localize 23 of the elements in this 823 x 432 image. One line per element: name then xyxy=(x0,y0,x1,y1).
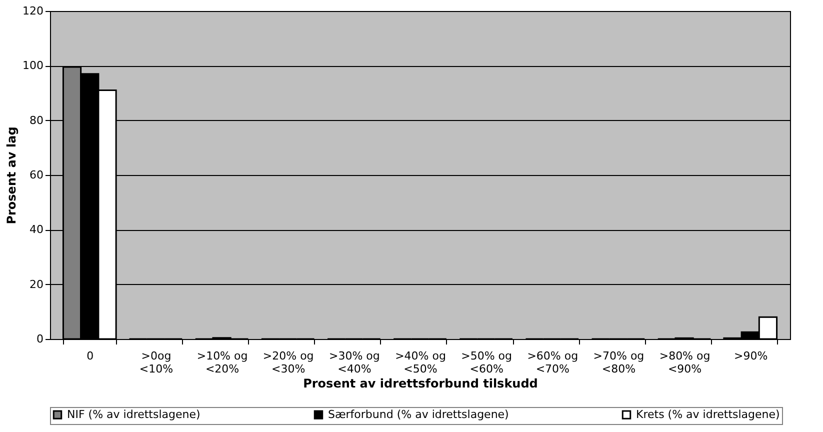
y-tick-label: 100 xyxy=(22,59,44,72)
y-axis-title: Prosent av lag xyxy=(4,126,19,224)
y-tick-label: 80 xyxy=(30,114,44,127)
y-tick-label: 20 xyxy=(30,278,44,291)
y-tick-label: 120 xyxy=(22,4,44,18)
x-tick-label: >0og <10% xyxy=(139,350,174,376)
legend-label: NIF (% av idrettslagene) xyxy=(67,408,200,421)
x-tick-label: >80% og <90% xyxy=(659,350,710,376)
y-tick-label: 0 xyxy=(36,332,44,346)
legend-label: Særforbund (% av idrettslagene) xyxy=(328,408,509,421)
x-tick-label: >90% xyxy=(734,350,768,362)
x-tick-label: >40% og <50% xyxy=(395,350,446,376)
x-axis-title: Prosent av idrettsforbund tilskudd xyxy=(303,376,538,390)
x-tick-label: >60% og <70% xyxy=(527,350,578,376)
x-tick-label: >50% og <60% xyxy=(461,350,512,376)
x-tick-label: >20% og <30% xyxy=(262,350,314,376)
x-tick-label: 0 xyxy=(86,350,94,362)
legend-label: Krets (% av idrettslagene) xyxy=(636,408,780,421)
x-tick-label: >30% og <40% xyxy=(328,350,380,376)
x-tick-label: >70% og <80% xyxy=(593,350,644,376)
y-tick-label: 60 xyxy=(30,168,44,182)
y-tick-label: 40 xyxy=(30,223,44,236)
x-tick-label: >10% og <20% xyxy=(196,350,248,376)
